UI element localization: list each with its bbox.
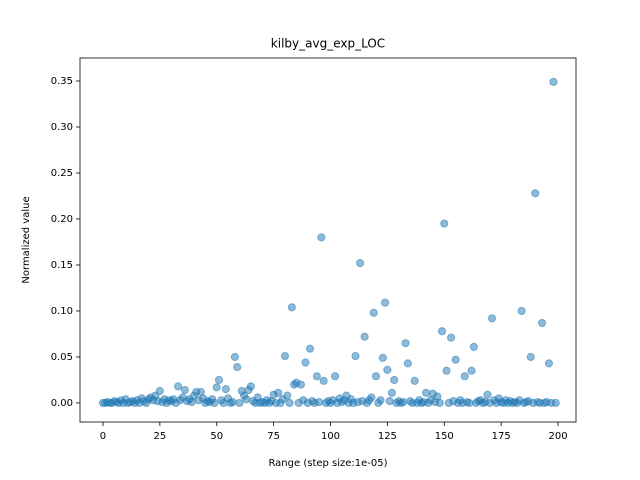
- point: [399, 397, 408, 407]
- y-tick-label: 0.35: [51, 76, 73, 87]
- y-tick-label: 0.30: [51, 122, 73, 133]
- point: [549, 77, 558, 87]
- point: [442, 366, 451, 375]
- point: [296, 380, 306, 389]
- point: [210, 398, 219, 408]
- x-tick-label: 125: [378, 431, 397, 442]
- point: [383, 365, 392, 374]
- point: [544, 359, 554, 368]
- point: [483, 390, 492, 399]
- point: [367, 393, 376, 402]
- point: [465, 398, 474, 408]
- point: [330, 372, 340, 381]
- point: [317, 233, 326, 242]
- point: [212, 383, 221, 392]
- point: [235, 398, 244, 408]
- chart-title: kilby_avg_exp_LOC: [271, 37, 385, 51]
- point: [230, 352, 240, 362]
- point: [381, 298, 390, 307]
- point: [371, 372, 381, 381]
- plot-area: [98, 77, 560, 408]
- point: [385, 397, 394, 406]
- point: [285, 398, 294, 408]
- point: [287, 303, 296, 312]
- point: [228, 397, 237, 407]
- point: [517, 306, 526, 316]
- point: [360, 332, 369, 341]
- axes-frame: [79, 57, 577, 423]
- point: [376, 396, 385, 405]
- point: [312, 372, 321, 381]
- point: [242, 395, 251, 404]
- point: [214, 375, 224, 385]
- point: [537, 318, 547, 328]
- y-tick-label: 0.25: [51, 168, 73, 179]
- point: [421, 388, 431, 397]
- point: [435, 398, 444, 408]
- point: [319, 376, 328, 385]
- point: [221, 385, 230, 394]
- y-tick-label: 0.10: [51, 306, 73, 317]
- x-tick-label: 50: [210, 431, 223, 442]
- x-tick-label: 175: [492, 431, 511, 442]
- y-tick-label: 0.00: [51, 398, 73, 409]
- x-tick-label: 100: [321, 431, 340, 442]
- point: [315, 397, 324, 407]
- point: [155, 386, 164, 396]
- point: [387, 388, 397, 397]
- point: [301, 358, 310, 367]
- point: [390, 375, 399, 385]
- point: [451, 355, 460, 364]
- point: [460, 372, 469, 381]
- point: [410, 376, 419, 385]
- point: [369, 308, 378, 317]
- point: [401, 339, 410, 348]
- point: [351, 351, 360, 361]
- point: [531, 189, 540, 198]
- point: [437, 327, 447, 336]
- point: [551, 398, 560, 408]
- y-tick-label: 0.20: [51, 214, 73, 225]
- x-tick-label: 75: [267, 431, 280, 442]
- point: [355, 259, 365, 268]
- point: [403, 359, 412, 368]
- point: [378, 353, 387, 362]
- point: [305, 344, 315, 353]
- x-tick-label: 0: [100, 431, 106, 442]
- point: [446, 333, 456, 342]
- point: [283, 391, 292, 400]
- point: [469, 342, 478, 351]
- x-axis-label: Range (step size:1e-05): [268, 458, 387, 469]
- x-tick-label: 200: [548, 431, 567, 442]
- point: [274, 388, 283, 397]
- x-tick-label: 150: [435, 431, 454, 442]
- point: [246, 382, 255, 391]
- point: [467, 366, 476, 375]
- point: [440, 219, 449, 228]
- point: [173, 382, 183, 391]
- y-tick-label: 0.05: [51, 352, 73, 363]
- y-axis-label: Normalized value: [21, 196, 32, 283]
- y-tick-label: 0.15: [51, 260, 73, 271]
- point: [487, 314, 497, 323]
- point: [233, 362, 242, 372]
- point: [280, 351, 290, 361]
- point: [526, 352, 535, 362]
- x-tick-label: 25: [153, 431, 166, 442]
- point: [180, 385, 189, 395]
